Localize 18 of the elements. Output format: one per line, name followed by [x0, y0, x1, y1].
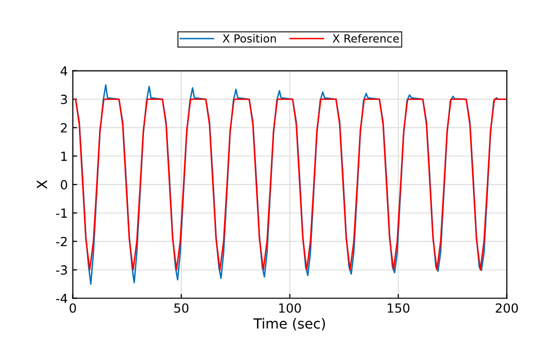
y-tick-label: 1: [61, 152, 67, 161]
x-tick-label: 100: [279, 303, 301, 313]
x-tick-label: 200: [496, 303, 518, 313]
y-tick-label: -1: [56, 208, 67, 218]
y-tick-label: 3: [60, 94, 67, 104]
x-tick-label: 50: [174, 303, 188, 313]
y-axis-title: X: [36, 180, 48, 189]
legend-label: X Reference: [332, 34, 399, 43]
y-tick-label: -4: [56, 294, 68, 303]
y-tick-label: 2: [60, 123, 67, 132]
x-axis-title: Time (sec): [253, 318, 325, 330]
y-tick-label: 0: [60, 180, 68, 190]
legend-label: X Position: [222, 34, 276, 43]
y-tick-label: 4: [60, 66, 68, 76]
y-tick-label: -2: [56, 236, 67, 246]
x-tick-label: 150: [388, 303, 410, 313]
x-tick-label: 0: [70, 303, 76, 313]
y-tick-label: -3: [56, 265, 67, 275]
